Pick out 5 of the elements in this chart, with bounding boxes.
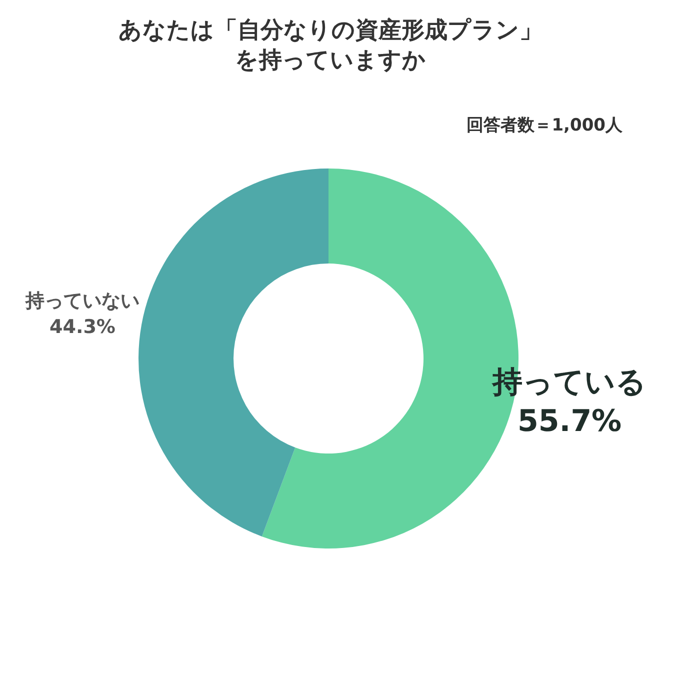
data-label: 44.3% — [50, 316, 116, 338]
data-label: 55.7% — [518, 404, 622, 440]
chart-title: あなたは「自分なりの資産形成プラン」を持っていますか — [118, 16, 542, 74]
chart-subtitle: 回答者数＝1,000人 — [466, 116, 624, 136]
slice-label: 持っていない — [24, 290, 140, 312]
